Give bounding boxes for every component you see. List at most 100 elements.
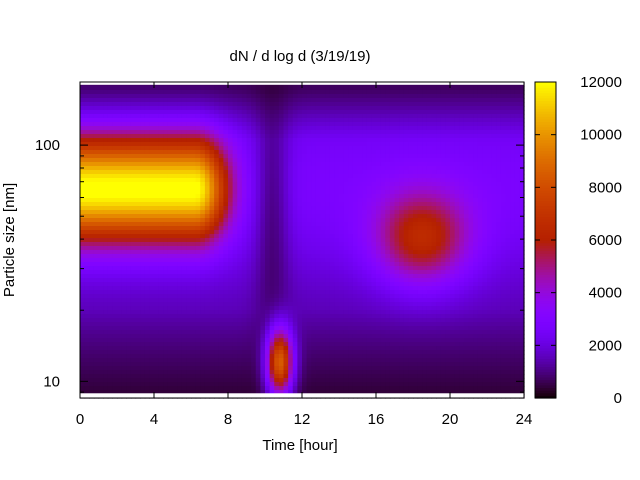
- heatmap-cell: [200, 154, 206, 159]
- heatmap-cell: [408, 210, 414, 215]
- heatmap-cell: [177, 154, 183, 159]
- heatmap-cell: [357, 194, 363, 199]
- heatmap-cell: [204, 238, 211, 243]
- heatmap-cell: [297, 266, 303, 271]
- heatmap-cell: [320, 138, 326, 143]
- heatmap-cell: [144, 154, 150, 159]
- heatmap-cell: [366, 158, 372, 163]
- heatmap-cell: [288, 174, 294, 179]
- heatmap-cell: [334, 282, 340, 287]
- heatmap-cell: [144, 242, 150, 247]
- heatmap-cell: [135, 118, 141, 123]
- heatmap-cell: [117, 106, 123, 111]
- heatmap-cell: [302, 258, 308, 263]
- heatmap-cell: [177, 134, 183, 139]
- heatmap-cell: [311, 114, 317, 119]
- heatmap-cell: [181, 118, 187, 123]
- heatmap-cell: [477, 126, 483, 131]
- heatmap-cell: [431, 214, 437, 219]
- heatmap-cell: [431, 138, 437, 143]
- heatmap-cell: [306, 146, 312, 151]
- heatmap-cell: [232, 254, 238, 259]
- heatmap-cell: [468, 250, 474, 255]
- heatmap-cell: [103, 86, 109, 91]
- heatmap-cell: [117, 130, 123, 135]
- heatmap-cell: [246, 238, 252, 243]
- heatmap-cell: [422, 266, 428, 271]
- heatmap-cell: [269, 246, 275, 251]
- heatmap-cell: [352, 198, 359, 203]
- heatmap-cell: [209, 94, 215, 99]
- heatmap-cell: [306, 242, 312, 247]
- heatmap-cell: [413, 270, 419, 275]
- heatmap-cell: [394, 202, 400, 207]
- heatmap-cell: [98, 182, 104, 187]
- heatmap-cell: [311, 162, 317, 167]
- heatmap-cell: [84, 146, 90, 151]
- heatmap-cell: [339, 94, 345, 99]
- heatmap-cell: [177, 194, 183, 199]
- heatmap-cell: [93, 178, 100, 183]
- heatmap-cell: [302, 270, 308, 275]
- heatmap-cell: [496, 186, 502, 191]
- heatmap-cell: [241, 86, 248, 91]
- heatmap-cell: [394, 286, 400, 291]
- heatmap-cell: [135, 238, 141, 243]
- heatmap-cell: [288, 178, 294, 183]
- heatmap-cell: [371, 162, 377, 167]
- heatmap-cell: [117, 206, 123, 211]
- heatmap-cell: [260, 274, 266, 279]
- heatmap-cell: [399, 154, 405, 159]
- heatmap-cell: [491, 230, 497, 235]
- heatmap-cell: [117, 218, 123, 223]
- heatmap-cell: [487, 230, 493, 235]
- heatmap-cell: [371, 190, 377, 195]
- heatmap-cell: [385, 206, 391, 211]
- heatmap-cell: [371, 282, 377, 287]
- heatmap-cell: [265, 178, 271, 183]
- heatmap-cell: [144, 206, 150, 211]
- heatmap-cell: [149, 186, 155, 191]
- heatmap-cell: [154, 182, 160, 187]
- heatmap-cell: [84, 122, 90, 127]
- heatmap-cell: [450, 266, 456, 271]
- heatmap-cell: [403, 90, 409, 95]
- heatmap-cell: [352, 246, 359, 251]
- heatmap-cell: [255, 150, 261, 155]
- heatmap-cell: [348, 242, 354, 247]
- heatmap-cell: [195, 134, 201, 139]
- heatmap-cell: [149, 210, 155, 215]
- heatmap-cell: [292, 122, 298, 127]
- heatmap-cell: [200, 222, 206, 227]
- heatmap-cell: [154, 142, 160, 147]
- heatmap-cell: [389, 166, 396, 171]
- heatmap-cell: [255, 218, 261, 223]
- heatmap-cell: [177, 178, 183, 183]
- heatmap-cell: [209, 206, 215, 211]
- heatmap-cell: [413, 154, 419, 159]
- heatmap-cell: [84, 270, 90, 275]
- heatmap-cell: [491, 150, 497, 155]
- heatmap-cell: [144, 186, 150, 191]
- heatmap-cell: [343, 238, 349, 243]
- heatmap-cell: [306, 262, 312, 267]
- heatmap-cell: [107, 102, 113, 107]
- heatmap-cell: [487, 122, 493, 127]
- heatmap-cell: [477, 114, 483, 119]
- heatmap-cell: [107, 158, 113, 163]
- heatmap-cell: [450, 278, 456, 283]
- heatmap-cell: [510, 138, 516, 143]
- heatmap-cell: [130, 142, 137, 147]
- heatmap-cell: [357, 286, 363, 291]
- heatmap-cell: [311, 278, 317, 283]
- heatmap-cell: [440, 98, 446, 103]
- heatmap-cell: [417, 162, 423, 167]
- heatmap-cell: [496, 98, 502, 103]
- heatmap-cell: [306, 198, 312, 203]
- heatmap-cell: [403, 178, 409, 183]
- heatmap-cell: [500, 170, 507, 175]
- heatmap-cell: [463, 174, 470, 179]
- heatmap-cell: [186, 150, 192, 155]
- heatmap-cell: [463, 282, 470, 287]
- heatmap-cell: [394, 134, 400, 139]
